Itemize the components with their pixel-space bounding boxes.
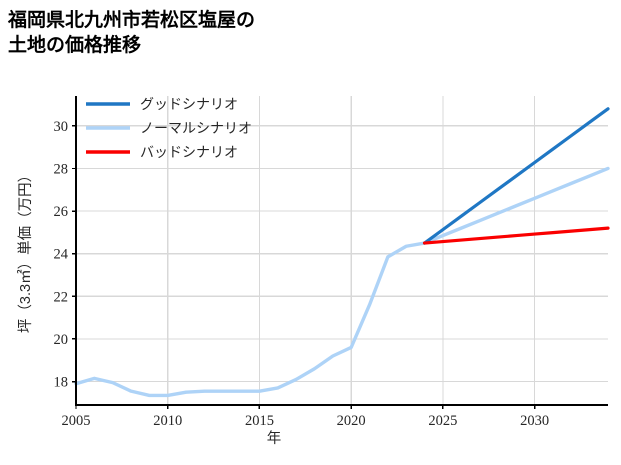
legend-label-normal: ノーマルシナリオ: [140, 122, 252, 137]
y-tick-label: 18: [54, 375, 69, 391]
x-tick-label: 2020: [337, 413, 366, 429]
y-axis-label: 坪（3.3㎡）単価（万円）: [17, 168, 34, 333]
y-tick-label: 26: [54, 204, 69, 220]
series-line-good: [422, 107, 610, 245]
y-tick-label: 22: [54, 289, 69, 305]
series-line-normal: [74, 166, 610, 398]
y-tick-label: 20: [54, 332, 69, 348]
x-tick-label: 2030: [520, 413, 549, 429]
x-tick-label: 2025: [428, 413, 457, 429]
page-title: 福岡県北九州市若松区塩屋の 土地の価格推移: [8, 10, 256, 57]
y-tick-label: 30: [54, 119, 69, 135]
legend-label-bad: バッドシナリオ: [140, 146, 238, 161]
x-axis-label: 年: [267, 430, 282, 447]
x-tick-label: 2015: [245, 413, 274, 429]
x-tick-label: 2005: [62, 413, 91, 429]
x-tick-label: 2010: [153, 413, 182, 429]
y-tick-label: 24: [54, 247, 69, 263]
series-line-bad: [422, 226, 610, 245]
y-tick-label: 28: [54, 161, 69, 177]
axis-spines: [75, 96, 608, 406]
legend-label-good: グッドシナリオ: [140, 97, 238, 113]
